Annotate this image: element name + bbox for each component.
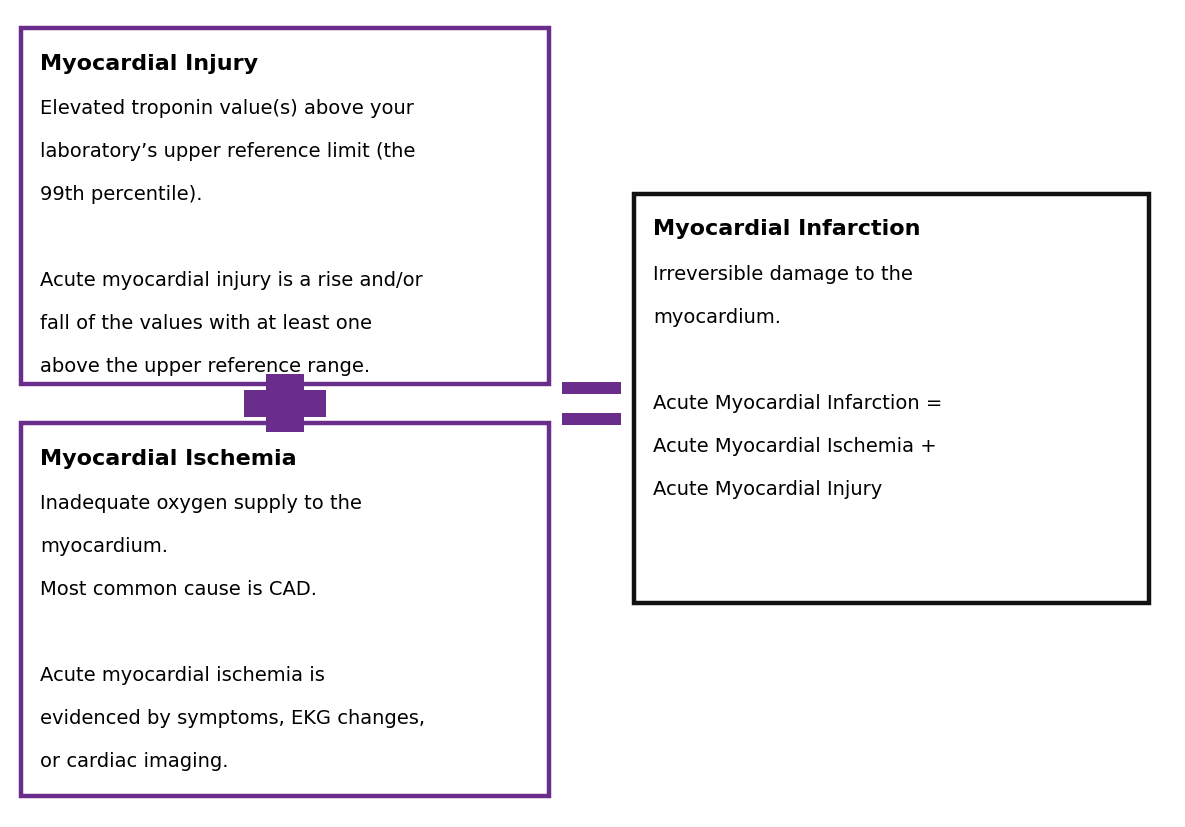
Text: Myocardial Ischemia: Myocardial Ischemia (40, 448, 297, 468)
Text: fall of the values with at least one: fall of the values with at least one (40, 314, 372, 333)
Text: Acute myocardial ischemia is: Acute myocardial ischemia is (40, 666, 325, 685)
Text: Elevated troponin value(s) above your: Elevated troponin value(s) above your (40, 99, 415, 118)
Text: Acute myocardial injury is a rise and/or: Acute myocardial injury is a rise and/or (40, 271, 423, 290)
Text: Myocardial Infarction: Myocardial Infarction (653, 219, 921, 239)
FancyBboxPatch shape (562, 414, 621, 425)
Text: Inadequate oxygen supply to the: Inadequate oxygen supply to the (40, 494, 363, 513)
Text: 99th percentile).: 99th percentile). (40, 185, 203, 204)
Text: Acute Myocardial Injury: Acute Myocardial Injury (653, 480, 882, 499)
Text: Myocardial Injury: Myocardial Injury (40, 54, 258, 74)
Text: Most common cause is CAD.: Most common cause is CAD. (40, 580, 318, 599)
Text: myocardium.: myocardium. (653, 308, 781, 327)
Text: Acute Myocardial Infarction =: Acute Myocardial Infarction = (653, 394, 942, 413)
Text: above the upper reference range.: above the upper reference range. (40, 357, 371, 376)
Text: or cardiac imaging.: or cardiac imaging. (40, 752, 229, 771)
FancyBboxPatch shape (265, 375, 303, 433)
FancyBboxPatch shape (21, 29, 549, 385)
Text: Irreversible damage to the: Irreversible damage to the (653, 265, 912, 284)
Text: myocardium.: myocardium. (40, 537, 168, 556)
FancyBboxPatch shape (562, 382, 621, 394)
FancyBboxPatch shape (634, 194, 1149, 604)
FancyBboxPatch shape (21, 423, 549, 796)
Text: laboratory’s upper reference limit (the: laboratory’s upper reference limit (the (40, 142, 416, 161)
Text: evidenced by symptoms, EKG changes,: evidenced by symptoms, EKG changes, (40, 709, 425, 728)
Text: Acute Myocardial Ischemia +: Acute Myocardial Ischemia + (653, 437, 936, 456)
FancyBboxPatch shape (244, 390, 326, 417)
